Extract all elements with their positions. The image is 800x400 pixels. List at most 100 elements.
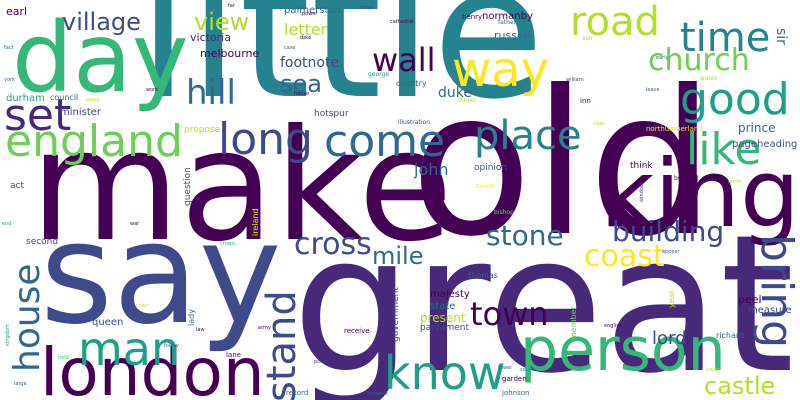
- word: building: [612, 215, 725, 248]
- word: garden: [502, 375, 527, 383]
- word: coast: [584, 239, 665, 274]
- word: palmerston: [284, 5, 341, 16]
- word: queen: [92, 317, 124, 328]
- word: appear: [662, 249, 680, 255]
- word: receive: [344, 327, 370, 335]
- word: end: [2, 221, 12, 227]
- word: earl: [6, 5, 28, 18]
- word: road: [570, 0, 660, 45]
- word: pageheading: [732, 139, 798, 150]
- word: george: [368, 71, 390, 78]
- word: sir: [773, 28, 789, 45]
- word: peel: [738, 293, 762, 306]
- word: present: [420, 311, 466, 325]
- word: london: [40, 334, 265, 400]
- word: mile: [372, 242, 424, 270]
- word: town: [470, 295, 549, 333]
- word: hotspur: [314, 109, 349, 119]
- word: act: [10, 181, 24, 191]
- word: council: [50, 93, 79, 102]
- word: northumberland: [646, 125, 703, 133]
- word: follow: [164, 343, 179, 349]
- word: south: [520, 367, 534, 373]
- word: letter: [284, 20, 328, 39]
- word: village: [62, 8, 141, 36]
- word: william: [566, 77, 584, 83]
- word: person: [520, 315, 726, 385]
- word: think: [630, 161, 653, 171]
- word: bishop: [494, 209, 514, 216]
- word: law: [196, 327, 205, 333]
- word: set: [4, 90, 72, 141]
- word: kingdom: [5, 324, 11, 346]
- word: inn: [580, 97, 591, 105]
- word: question: [183, 167, 193, 206]
- word: government: [391, 287, 401, 342]
- word: say: [40, 193, 282, 356]
- word: propose: [184, 125, 221, 135]
- word: father: [498, 19, 517, 26]
- word: chair: [136, 303, 149, 309]
- word: stone: [486, 219, 564, 252]
- word: duke: [438, 85, 472, 101]
- word: street: [458, 97, 476, 104]
- word: castle: [704, 372, 776, 400]
- word: make: [30, 97, 453, 276]
- word: fact: [4, 45, 14, 51]
- word: hold: [58, 355, 69, 361]
- word: little: [138, 0, 545, 139]
- word: day: [12, 2, 189, 114]
- word: melbourne: [200, 47, 260, 60]
- word: lady: [187, 309, 196, 326]
- word: son: [582, 35, 593, 42]
- word: year: [667, 290, 676, 308]
- word: prince: [738, 121, 776, 135]
- word: crown: [220, 241, 236, 247]
- word: build: [674, 175, 689, 182]
- word: sea: [280, 70, 322, 98]
- word: cross: [294, 227, 372, 262]
- word: measure: [748, 305, 792, 316]
- word: country: [396, 79, 427, 88]
- word: richard: [716, 331, 745, 340]
- word: victoria: [190, 31, 231, 44]
- word: point: [314, 359, 327, 365]
- word: north: [728, 179, 742, 185]
- word: like: [686, 124, 762, 175]
- word: tavern: [476, 183, 496, 190]
- word: youth: [706, 367, 721, 373]
- word: majesty: [430, 289, 470, 300]
- word: great: [292, 194, 795, 400]
- word: lord: [652, 328, 687, 349]
- word: house: [294, 91, 310, 97]
- word: club: [594, 121, 605, 127]
- word: russell: [494, 29, 530, 42]
- word: conduct: [368, 391, 389, 397]
- word: time: [680, 15, 771, 61]
- word: view: [194, 8, 250, 36]
- word: stand: [259, 290, 305, 400]
- word: normanby: [482, 11, 533, 22]
- word: opinion: [474, 163, 508, 173]
- word: leave: [646, 87, 660, 93]
- word: large: [14, 381, 27, 387]
- word: order: [360, 5, 374, 11]
- word: way: [452, 42, 550, 98]
- word: cathedral: [390, 19, 414, 25]
- word: henry: [462, 13, 483, 21]
- word: church: [648, 43, 750, 78]
- word: away: [86, 97, 100, 103]
- word: england: [5, 116, 183, 167]
- word: durham: [6, 93, 45, 104]
- word: good: [680, 74, 790, 125]
- word: second: [26, 237, 59, 247]
- word: wales: [700, 75, 718, 82]
- word: far: [228, 3, 235, 9]
- word: wall: [372, 41, 436, 79]
- word: bring: [751, 234, 800, 349]
- word: place: [474, 113, 582, 159]
- word: state: [430, 301, 456, 312]
- word: house: [7, 263, 48, 372]
- word: war: [130, 221, 140, 227]
